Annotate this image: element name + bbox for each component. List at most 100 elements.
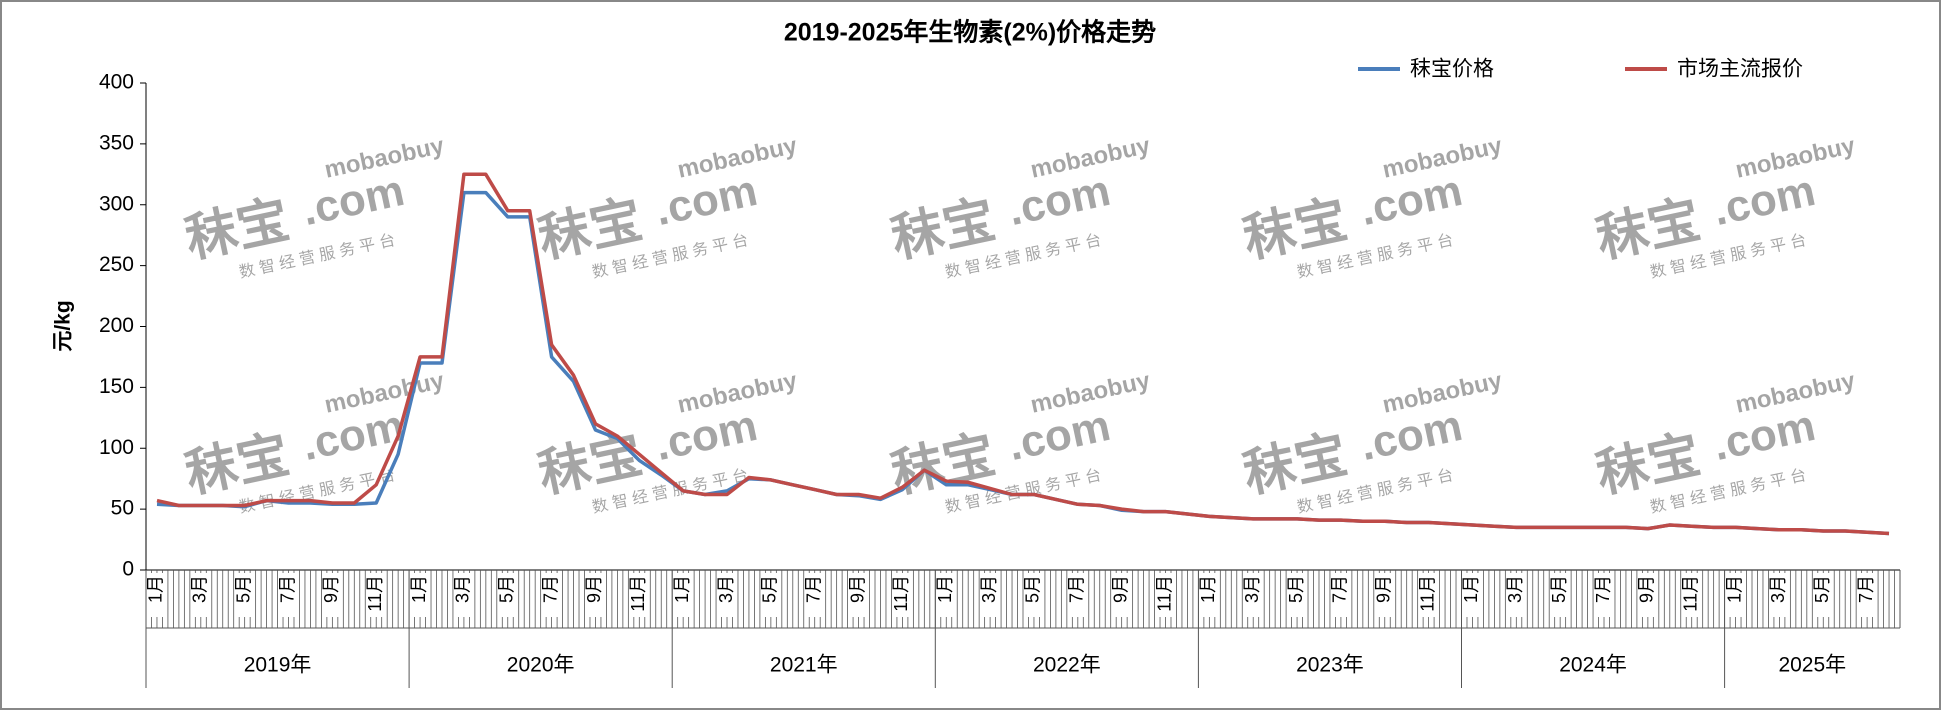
y-tick-label: 400 — [99, 71, 134, 94]
year-label: 2025年 — [1778, 654, 1846, 677]
x-tick-label-bg — [1506, 573, 1527, 617]
y-tick-label: 250 — [99, 253, 134, 276]
x-tick-label-bg — [1418, 573, 1439, 617]
x-tick-label: 3月 — [716, 575, 736, 603]
x-tick-label: 3月 — [190, 575, 210, 603]
x-tick-label-bg — [1199, 573, 1220, 617]
x-tick-label-bg — [1550, 573, 1571, 617]
x-tick-label: 7月 — [803, 575, 823, 603]
x-tick-label-bg — [410, 573, 431, 617]
x-tick-label: 7月 — [1067, 575, 1087, 603]
x-tick-label: 1月 — [1198, 575, 1218, 603]
x-tick-label: 3月 — [1505, 575, 1525, 603]
x-tick-label-bg — [1067, 573, 1088, 617]
x-tick-label-bg — [1330, 573, 1351, 617]
x-tick-label: 3月 — [1768, 575, 1788, 603]
x-tick-label: 5月 — [1549, 575, 1569, 603]
x-tick-label: 1月 — [409, 575, 429, 603]
chart-title: 2019-2025年生物素(2%)价格走势 — [784, 18, 1156, 47]
x-tick-label: 7月 — [1856, 575, 1876, 603]
x-tick-label-bg — [760, 573, 781, 617]
x-tick-label: 11月 — [1154, 575, 1174, 612]
x-tick-label-bg — [629, 573, 650, 617]
x-tick-label: 11月 — [365, 575, 385, 612]
x-tick-label-bg — [1462, 573, 1483, 617]
x-tick-label-bg — [673, 573, 694, 617]
x-tick-label: 1月 — [146, 575, 166, 603]
x-tick-label-bg — [1725, 573, 1746, 617]
year-label: 2019年 — [244, 654, 312, 677]
x-tick-label-bg — [278, 573, 299, 617]
x-tick-label: 7月 — [1330, 575, 1350, 603]
x-tick-label: 11月 — [1417, 575, 1437, 612]
x-tick-label: 11月 — [891, 575, 911, 612]
x-tick-label-bg — [322, 573, 343, 617]
x-tick-label-bg — [1155, 573, 1176, 617]
x-tick-label-bg — [1813, 573, 1834, 617]
x-tick-label-bg — [848, 573, 869, 617]
x-tick-label: 3月 — [979, 575, 999, 603]
y-tick-label: 50 — [111, 497, 134, 520]
y-tick-label: 200 — [99, 314, 134, 337]
x-tick-label-bg — [892, 573, 913, 617]
x-tick-label: 7月 — [1593, 575, 1613, 603]
x-tick-label: 9月 — [584, 575, 604, 603]
x-tick-label-bg — [1857, 573, 1878, 617]
x-tick-label: 9月 — [1374, 575, 1394, 603]
y-tick-label: 100 — [99, 436, 134, 459]
x-tick-label-bg — [541, 573, 562, 617]
x-tick-label: 5月 — [1812, 575, 1832, 603]
x-tick-label: 5月 — [233, 575, 253, 603]
legend-label: 秣宝价格 — [1410, 58, 1494, 81]
x-tick-label-bg — [936, 573, 957, 617]
x-tick-label: 1月 — [935, 575, 955, 603]
x-tick-label: 3月 — [1242, 575, 1262, 603]
x-tick-label: 9月 — [1110, 575, 1130, 603]
x-tick-label-bg — [1637, 573, 1658, 617]
x-tick-label-bg — [1243, 573, 1264, 617]
year-label: 2024年 — [1559, 654, 1627, 677]
x-tick-label: 9月 — [321, 575, 341, 603]
series-line — [156, 172, 1890, 536]
x-tick-label-bg — [804, 573, 825, 617]
y-tick-label: 0 — [122, 558, 134, 581]
x-tick-label-bg — [1111, 573, 1132, 617]
year-label: 2023年 — [1296, 654, 1364, 677]
x-tick-label-bg — [234, 573, 255, 617]
x-tick-label-bg — [366, 573, 387, 617]
x-tick-label: 1月 — [672, 575, 692, 603]
year-label: 2020年 — [507, 654, 575, 677]
x-tick-label: 11月 — [1680, 575, 1700, 612]
y-axis-label: 元/kg — [52, 300, 75, 351]
x-tick-label-bg — [1374, 573, 1395, 617]
x-tick-label-bg — [585, 573, 606, 617]
x-tick-label: 11月 — [628, 575, 648, 612]
x-tick-label: 3月 — [453, 575, 473, 603]
x-tick-label-bg — [146, 573, 167, 617]
x-tick-label-bg — [190, 573, 211, 617]
x-tick-label: 9月 — [847, 575, 867, 603]
y-tick-label: 350 — [99, 131, 134, 154]
x-tick-label-bg — [1023, 573, 1044, 617]
year-label: 2022年 — [1033, 654, 1101, 677]
x-tick-label: 1月 — [1461, 575, 1481, 603]
x-tick-label: 7月 — [540, 575, 560, 603]
x-tick-label-bg — [1287, 573, 1308, 617]
x-tick-label: 9月 — [1637, 575, 1657, 603]
x-tick-label: 5月 — [760, 575, 780, 603]
y-tick-label: 300 — [99, 192, 134, 215]
x-tick-label-bg — [453, 573, 474, 617]
x-tick-label-bg — [497, 573, 518, 617]
x-tick-label: 1月 — [1724, 575, 1744, 603]
x-tick-label-bg — [1769, 573, 1790, 617]
x-tick-label: 5月 — [1286, 575, 1306, 603]
x-tick-label-bg — [1681, 573, 1702, 617]
x-tick-label: 5月 — [1023, 575, 1043, 603]
x-tick-label: 5月 — [497, 575, 517, 603]
legend-label: 市场主流报价 — [1677, 58, 1803, 81]
x-tick-label-bg — [980, 573, 1001, 617]
x-tick-label-bg — [1594, 573, 1615, 617]
year-label: 2021年 — [770, 654, 838, 677]
x-tick-label-bg — [717, 573, 738, 617]
